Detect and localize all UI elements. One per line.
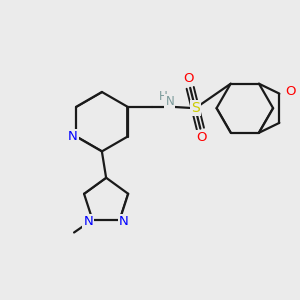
Text: N: N [68, 130, 78, 143]
Text: N: N [83, 215, 93, 228]
Text: S: S [191, 101, 200, 115]
Text: O: O [184, 72, 194, 85]
Text: H: H [159, 90, 168, 103]
Text: N: N [119, 215, 129, 228]
Text: O: O [196, 131, 207, 144]
Text: N: N [165, 95, 174, 108]
Text: O: O [285, 85, 296, 98]
